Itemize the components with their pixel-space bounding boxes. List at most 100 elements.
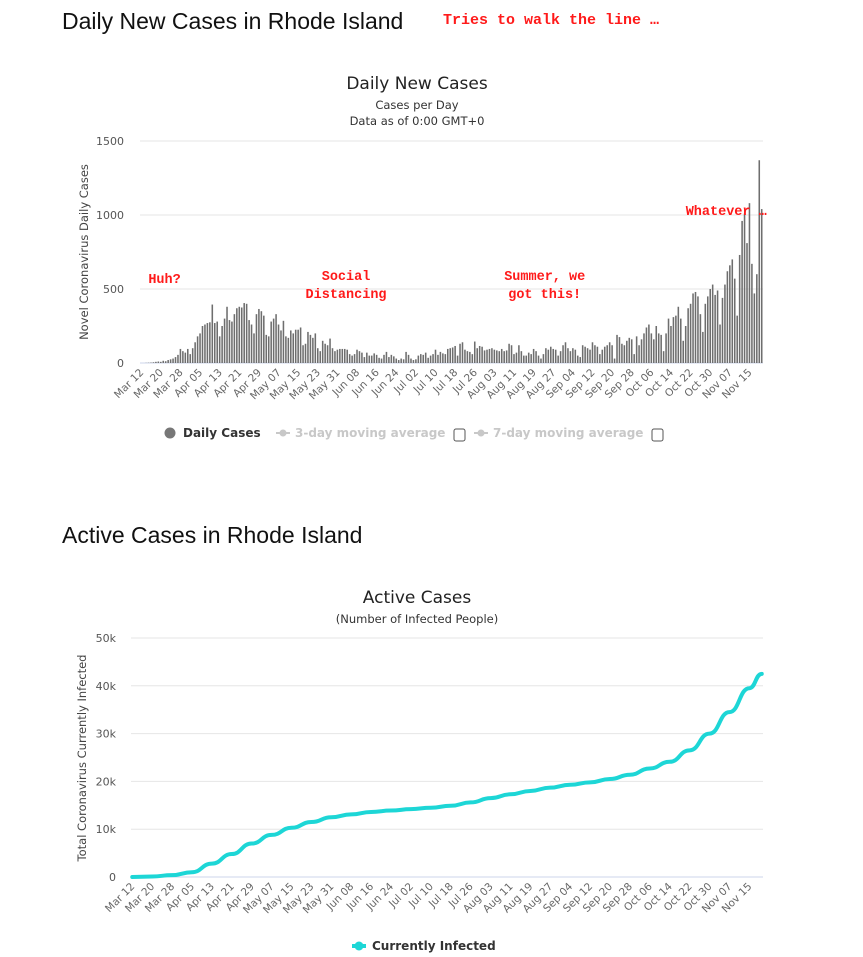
bar[interactable]	[657, 333, 660, 363]
bar[interactable]	[464, 349, 466, 363]
bar[interactable]	[240, 307, 243, 364]
bar[interactable]	[672, 317, 675, 363]
bar[interactable]	[535, 351, 537, 363]
bar[interactable]	[427, 357, 429, 363]
bar[interactable]	[446, 348, 449, 363]
bar[interactable]	[537, 355, 540, 363]
bar[interactable]	[290, 330, 292, 363]
bar[interactable]	[199, 333, 201, 363]
bar[interactable]	[491, 348, 493, 363]
bar[interactable]	[626, 340, 628, 363]
bar[interactable]	[461, 342, 464, 363]
bar[interactable]	[339, 348, 341, 363]
bar[interactable]	[638, 345, 640, 363]
bar[interactable]	[218, 336, 221, 363]
bar[interactable]	[329, 338, 331, 363]
bar[interactable]	[393, 356, 395, 363]
bar[interactable]	[191, 348, 194, 363]
bar[interactable]	[299, 327, 302, 363]
checkbox-7day[interactable]	[651, 428, 664, 442]
bar[interactable]	[211, 304, 214, 363]
bar[interactable]	[370, 355, 373, 363]
bar[interactable]	[194, 342, 196, 363]
bar[interactable]	[628, 337, 631, 363]
bar[interactable]	[697, 296, 699, 363]
bar[interactable]	[608, 342, 611, 363]
bar[interactable]	[621, 343, 623, 363]
legend-daily-cases[interactable]: Daily Cases	[164, 426, 261, 440]
bar[interactable]	[714, 294, 716, 363]
bar[interactable]	[733, 278, 736, 363]
bar[interactable]	[726, 271, 729, 363]
bar[interactable]	[466, 351, 469, 363]
bar[interactable]	[152, 362, 155, 363]
bar[interactable]	[358, 351, 361, 363]
bar[interactable]	[591, 342, 594, 363]
bar[interactable]	[630, 339, 633, 363]
bar[interactable]	[488, 348, 491, 363]
bar[interactable]	[675, 315, 677, 363]
bar[interactable]	[228, 320, 231, 363]
bar[interactable]	[285, 336, 287, 363]
bar[interactable]	[564, 342, 567, 363]
bar[interactable]	[395, 358, 398, 363]
bar[interactable]	[334, 351, 336, 363]
bar[interactable]	[184, 352, 187, 363]
bar[interactable]	[508, 343, 510, 363]
bar[interactable]	[351, 355, 353, 363]
bar[interactable]	[731, 259, 734, 363]
bar[interactable]	[272, 318, 275, 363]
bar[interactable]	[645, 327, 648, 363]
bar[interactable]	[449, 348, 451, 363]
bar[interactable]	[405, 351, 407, 363]
bar[interactable]	[684, 326, 687, 363]
bar[interactable]	[314, 333, 317, 363]
bar[interactable]	[407, 354, 410, 363]
bar[interactable]	[221, 326, 223, 363]
bar[interactable]	[662, 351, 665, 363]
bar[interactable]	[233, 314, 236, 363]
bar[interactable]	[584, 346, 586, 363]
bar[interactable]	[623, 345, 626, 363]
bar[interactable]	[263, 315, 265, 363]
bar[interactable]	[231, 321, 233, 363]
bar[interactable]	[599, 354, 601, 363]
bar[interactable]	[444, 354, 447, 363]
bar[interactable]	[356, 349, 358, 363]
bar[interactable]	[665, 333, 667, 363]
bar[interactable]	[741, 220, 743, 363]
bar[interactable]	[677, 306, 680, 363]
bar[interactable]	[250, 324, 253, 363]
bar[interactable]	[238, 306, 241, 363]
bar[interactable]	[616, 334, 618, 363]
bar[interactable]	[454, 345, 456, 363]
bar[interactable]	[204, 324, 206, 363]
bar[interactable]	[451, 347, 454, 363]
bar[interactable]	[550, 346, 552, 363]
bar[interactable]	[437, 354, 439, 363]
bar[interactable]	[245, 303, 248, 363]
bar[interactable]	[174, 357, 177, 363]
bar[interactable]	[353, 354, 356, 363]
bar[interactable]	[481, 346, 483, 363]
bar[interactable]	[429, 355, 432, 363]
bar[interactable]	[579, 357, 581, 363]
bar[interactable]	[213, 323, 216, 363]
bar[interactable]	[520, 351, 523, 363]
bar[interactable]	[586, 348, 589, 363]
bar[interactable]	[424, 352, 427, 363]
bar[interactable]	[523, 355, 525, 363]
bar[interactable]	[702, 331, 704, 363]
bar[interactable]	[525, 355, 528, 363]
bar[interactable]	[567, 348, 569, 363]
bar[interactable]	[341, 348, 344, 363]
bar[interactable]	[255, 314, 258, 363]
bar[interactable]	[400, 358, 402, 363]
bar[interactable]	[601, 349, 604, 363]
bar[interactable]	[226, 306, 228, 363]
series-line-currently-infected[interactable]	[130, 671, 764, 879]
bar[interactable]	[503, 351, 505, 363]
bar[interactable]	[169, 359, 172, 363]
bar[interactable]	[209, 322, 211, 363]
bar[interactable]	[363, 357, 366, 363]
